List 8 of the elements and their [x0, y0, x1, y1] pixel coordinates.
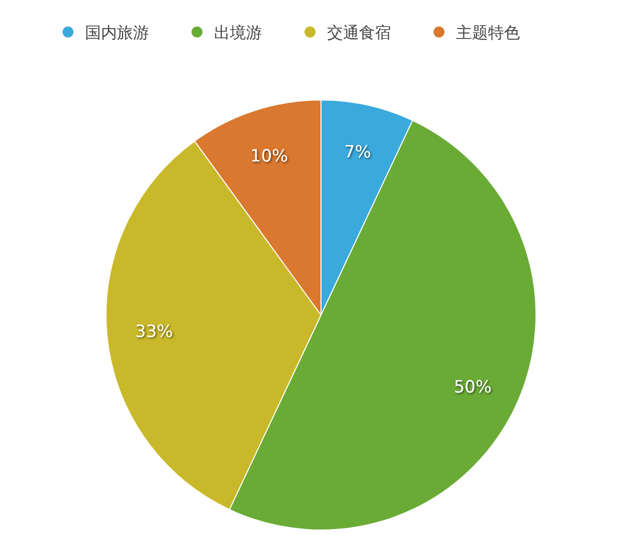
data-label: 7% [344, 142, 372, 162]
legend-label: 主题特色 [456, 23, 520, 42]
data-label: 50% [454, 377, 492, 398]
legend-label: 交通食宿 [327, 23, 391, 42]
data-label: 33% [135, 322, 173, 342]
data-label: 10% [250, 146, 288, 167]
legend-label: 出境游 [214, 23, 262, 42]
legend-label: 国内旅游 [85, 23, 149, 42]
